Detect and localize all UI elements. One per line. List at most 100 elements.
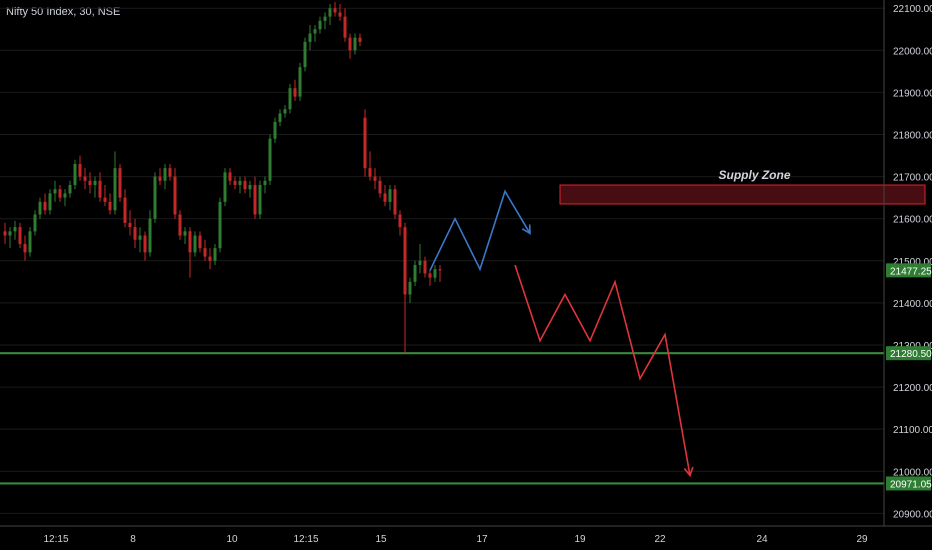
candle bbox=[48, 193, 52, 211]
y-tick-label: 21500.00 bbox=[893, 257, 932, 268]
candle bbox=[158, 176, 162, 181]
projections bbox=[429, 189, 694, 478]
candle bbox=[268, 138, 272, 181]
candle bbox=[423, 260, 427, 274]
candle bbox=[203, 248, 207, 257]
candle bbox=[123, 197, 127, 223]
level-price-tag bbox=[886, 346, 931, 361]
candle bbox=[313, 29, 317, 34]
candle bbox=[333, 8, 337, 13]
candle bbox=[168, 168, 172, 177]
x-tick-label: 10 bbox=[226, 534, 238, 545]
candle bbox=[263, 180, 267, 186]
x-tick-label: 22 bbox=[654, 534, 666, 545]
candle bbox=[418, 260, 422, 265]
level-price-tag bbox=[886, 476, 931, 491]
supply-zone-rect bbox=[559, 184, 926, 205]
candle bbox=[138, 235, 142, 240]
candle bbox=[33, 214, 37, 232]
x-tick-label: 8 bbox=[130, 534, 136, 545]
candle bbox=[328, 8, 332, 17]
candle bbox=[103, 197, 107, 202]
candle bbox=[253, 185, 257, 215]
candle bbox=[393, 189, 397, 215]
candle bbox=[413, 265, 417, 282]
candle bbox=[93, 180, 97, 186]
candle bbox=[108, 201, 112, 211]
price-axis: 22100.00 22000.00 21900.00 21800.00 21700.00… bbox=[883, 0, 932, 526]
candle bbox=[173, 176, 177, 215]
candle bbox=[18, 227, 22, 244]
candle bbox=[208, 256, 212, 261]
candle bbox=[118, 168, 122, 198]
x-tick-label: 12:15 bbox=[43, 534, 68, 545]
candle bbox=[303, 41, 307, 68]
y-tick-label: 20900.00 bbox=[893, 509, 932, 520]
candle bbox=[218, 201, 222, 249]
time-axis: 12:15 8 10 12:15 15 17 19 22 24 29 bbox=[0, 525, 932, 545]
candle bbox=[343, 16, 347, 38]
candle bbox=[248, 185, 252, 190]
y-tick-label: 21700.00 bbox=[893, 173, 932, 184]
candle bbox=[258, 185, 262, 215]
candle bbox=[358, 37, 362, 42]
candle bbox=[318, 20, 322, 30]
candle bbox=[43, 201, 47, 211]
y-tick-label: 21400.00 bbox=[893, 299, 932, 310]
candle bbox=[98, 180, 102, 198]
y-tick-label: 21600.00 bbox=[893, 215, 932, 226]
candle bbox=[433, 269, 437, 278]
candle bbox=[338, 12, 342, 17]
candle bbox=[28, 231, 32, 253]
x-tick-label: 24 bbox=[756, 534, 768, 545]
candle bbox=[23, 243, 27, 253]
y-tick-label: 21800.00 bbox=[893, 131, 932, 142]
level-price-label: 21280.50 bbox=[890, 349, 932, 360]
candle bbox=[278, 113, 282, 122]
candle bbox=[298, 67, 302, 97]
supply-zone-label: Supply Zone bbox=[719, 168, 791, 182]
symbol-title: Nifty 50 Index, 30, NSE bbox=[6, 6, 121, 18]
candle bbox=[38, 201, 42, 215]
x-tick-label: 15 bbox=[375, 534, 387, 545]
candle bbox=[163, 168, 167, 181]
y-tick-label: 22100.00 bbox=[893, 4, 932, 15]
candle bbox=[383, 193, 387, 202]
candle bbox=[78, 163, 82, 177]
candle bbox=[83, 176, 87, 181]
candle bbox=[408, 281, 412, 295]
candle bbox=[288, 88, 292, 110]
candle bbox=[13, 227, 17, 232]
candle bbox=[88, 180, 92, 186]
current-price-label: 21477.25 bbox=[890, 266, 932, 277]
candle bbox=[73, 163, 77, 186]
x-tick-label: 12:15 bbox=[293, 534, 318, 545]
current-price-tag bbox=[886, 263, 931, 278]
candle bbox=[198, 235, 202, 249]
candle bbox=[148, 218, 152, 253]
candle bbox=[388, 189, 392, 202]
candle bbox=[403, 227, 407, 295]
candle bbox=[53, 189, 57, 194]
candle bbox=[58, 189, 62, 198]
candle bbox=[238, 180, 242, 186]
blue-projection bbox=[429, 189, 531, 272]
candle bbox=[378, 180, 382, 194]
candle bbox=[353, 37, 357, 51]
support-levels bbox=[0, 352, 884, 485]
candle bbox=[143, 235, 147, 253]
candle bbox=[323, 16, 327, 21]
red-projection-arrowhead bbox=[683, 466, 694, 478]
supply-zone: Supply Zone bbox=[559, 168, 926, 205]
candles bbox=[3, 1, 442, 354]
candle bbox=[438, 269, 442, 271]
candle bbox=[373, 176, 377, 181]
candle bbox=[68, 185, 72, 194]
candle bbox=[233, 180, 237, 186]
candle bbox=[293, 88, 297, 97]
candle bbox=[133, 227, 137, 240]
candle bbox=[428, 273, 432, 278]
candle bbox=[3, 231, 7, 236]
blue-projection-arrowhead bbox=[521, 224, 531, 235]
